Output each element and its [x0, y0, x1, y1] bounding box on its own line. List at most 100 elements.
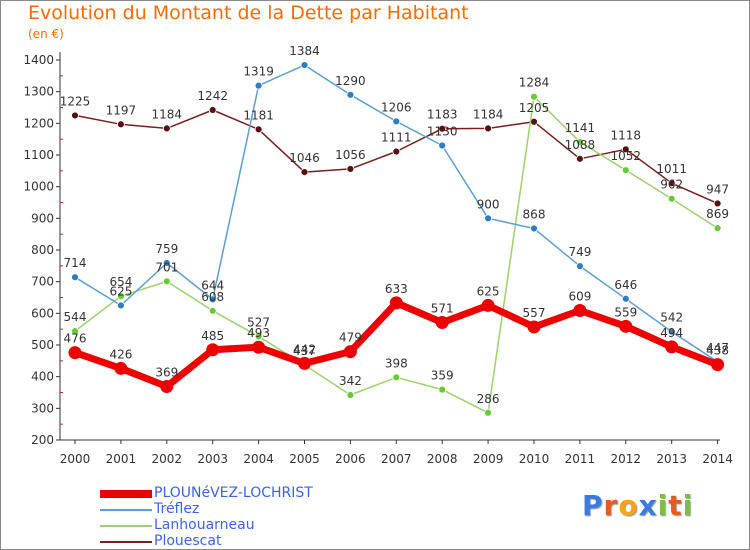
data-point — [713, 224, 722, 233]
data-point — [576, 138, 584, 146]
legend-swatch — [100, 490, 152, 498]
y-tick-label: 1200 — [23, 116, 54, 130]
data-label: 1118 — [611, 128, 642, 142]
data-label: 494 — [660, 326, 683, 340]
data-label: 1319 — [243, 65, 274, 79]
y-tick-label: 300 — [31, 401, 54, 415]
data-point — [392, 373, 401, 382]
legend-label: Plouescat — [154, 533, 222, 549]
logo-letter: x — [638, 489, 658, 522]
data-label: 947 — [706, 182, 729, 196]
data-label: 1197 — [106, 103, 137, 117]
y-tick-label: 1100 — [23, 148, 54, 162]
data-label: 1225 — [60, 94, 91, 108]
data-point — [254, 125, 263, 134]
data-label: 609 — [568, 289, 591, 303]
data-label: 1130 — [427, 125, 458, 139]
data-point — [484, 214, 493, 223]
x-tick-label: 2007 — [381, 452, 412, 466]
legend-label: Tréflez — [154, 501, 200, 517]
data-point — [300, 61, 309, 69]
data-point — [208, 306, 217, 315]
data-label: 447 — [706, 341, 729, 355]
data-point — [667, 327, 676, 336]
data-point — [71, 273, 79, 282]
x-tick-label: 2011 — [565, 452, 596, 466]
y-tick-label: 1300 — [23, 85, 54, 99]
data-label: 646 — [614, 278, 637, 292]
data-label: 749 — [568, 245, 591, 259]
data-label: 527 — [247, 315, 270, 329]
y-tick-label: 800 — [31, 243, 54, 257]
data-point — [438, 124, 447, 133]
data-point — [114, 361, 128, 375]
x-tick-label: 2004 — [243, 452, 274, 466]
data-point — [667, 179, 676, 188]
data-label: 900 — [477, 197, 500, 211]
legend-swatch — [100, 541, 152, 543]
data-label: 1183 — [427, 108, 458, 122]
data-label: 559 — [614, 305, 637, 319]
data-point — [208, 295, 217, 304]
data-point — [71, 111, 79, 120]
data-point — [117, 120, 125, 129]
y-tick-label: 1400 — [23, 53, 54, 67]
data-label: 557 — [523, 306, 546, 320]
x-tick-label: 2009 — [473, 452, 504, 466]
data-label: 701 — [155, 260, 178, 274]
data-label: 1184 — [473, 107, 504, 121]
x-tick-label: 2005 — [289, 452, 320, 466]
data-label: 426 — [109, 347, 132, 361]
data-point — [484, 408, 493, 417]
chart-title: Evolution du Montant de la Dette par Hab… — [28, 2, 469, 24]
data-label: 714 — [64, 256, 87, 270]
data-label: 644 — [201, 278, 224, 292]
data-point — [160, 379, 174, 393]
data-point — [530, 117, 538, 126]
data-point — [346, 165, 355, 173]
data-label: 437 — [293, 344, 316, 358]
data-label: 1088 — [565, 138, 596, 152]
data-point — [117, 301, 125, 310]
chart-unit-subtitle: (en €) — [28, 27, 64, 41]
data-point — [576, 154, 584, 163]
data-label: 1184 — [152, 107, 183, 121]
data-point — [162, 259, 171, 267]
data-label: 398 — [385, 356, 408, 370]
data-point — [252, 340, 266, 354]
data-point — [619, 319, 633, 333]
y-tick-label: 400 — [31, 370, 54, 384]
data-point — [343, 345, 357, 359]
x-tick-label: 2003 — [197, 452, 228, 466]
legend-swatch — [100, 509, 152, 511]
data-label: 286 — [477, 392, 500, 406]
x-tick-label: 2000 — [60, 452, 91, 466]
data-label: 1011 — [656, 162, 687, 176]
data-label: 571 — [431, 302, 454, 316]
data-point — [576, 262, 584, 271]
data-point — [392, 117, 401, 126]
data-point — [162, 124, 171, 133]
data-point — [435, 316, 449, 330]
data-label: 542 — [660, 311, 683, 325]
data-label: 1206 — [381, 100, 412, 114]
y-tick-label: 200 — [31, 433, 54, 447]
data-point — [206, 343, 220, 357]
data-point — [346, 391, 355, 399]
data-point — [713, 199, 722, 208]
data-point — [621, 145, 630, 154]
data-label: 1205 — [519, 101, 550, 115]
data-point — [665, 340, 679, 354]
x-tick-label: 2014 — [702, 452, 733, 466]
data-point — [389, 296, 403, 310]
data-label: 1384 — [289, 44, 320, 58]
data-point — [68, 346, 82, 360]
data-point — [254, 81, 263, 90]
x-tick-label: 2002 — [152, 452, 183, 466]
data-label: 654 — [109, 275, 132, 289]
data-label: 544 — [64, 310, 87, 324]
logo-letter: t — [668, 489, 683, 522]
y-tick-label: 600 — [31, 306, 54, 320]
data-label: 479 — [339, 331, 362, 345]
data-point — [667, 194, 676, 203]
